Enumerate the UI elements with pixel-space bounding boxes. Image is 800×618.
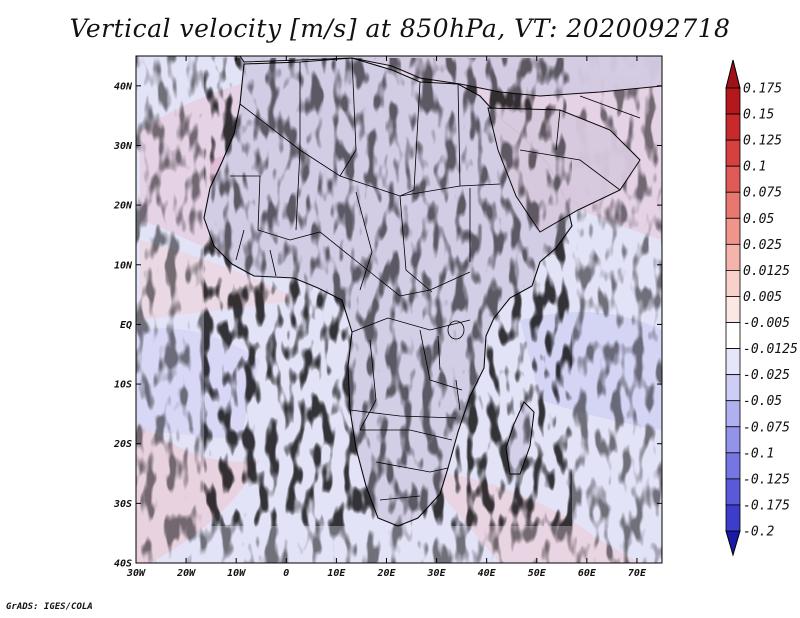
lon-tick-label: 60E bbox=[578, 568, 597, 579]
lon-tick-label: 10W bbox=[227, 568, 246, 579]
colorbar-label: -0.075 bbox=[743, 420, 790, 435]
lat-tick-label: 10N bbox=[114, 260, 133, 271]
plot-frame bbox=[135, 55, 663, 564]
lon-tick-label: 30E bbox=[427, 568, 447, 579]
colorbar-label: 0.175 bbox=[743, 82, 782, 97]
lon-tick-label: 20E bbox=[376, 568, 396, 579]
colorbar-label: 0.15 bbox=[743, 108, 774, 123]
colorbar-swatch bbox=[725, 348, 741, 376]
colorbar-top-arrow bbox=[725, 59, 741, 89]
colorbar-swatch bbox=[725, 243, 741, 271]
colorbar-swatch bbox=[725, 165, 741, 193]
colorbar-label: 0.0125 bbox=[743, 264, 790, 279]
lon-tick-label: 50E bbox=[528, 568, 547, 579]
colorbar-swatch bbox=[725, 322, 741, 349]
lon-tick-label: 70E bbox=[628, 568, 647, 579]
colorbar-label: 0.1 bbox=[743, 160, 766, 175]
colorbar-label: -0.125 bbox=[743, 472, 790, 487]
colorbar-swatch bbox=[725, 139, 741, 167]
lat-tick-label: 30N bbox=[113, 141, 133, 152]
colorbar-swatch bbox=[725, 270, 741, 297]
lat-tick-label: 30S bbox=[113, 499, 132, 510]
land-europe bbox=[239, 56, 662, 97]
colorbar: 0.175 0.15 0.125 0.1 0.075 0.05 0.025 0.0125 0.0… bbox=[725, 59, 798, 557]
lat-tick-label: 20S bbox=[113, 439, 132, 450]
colorbar-label: -0.2 bbox=[743, 525, 774, 540]
lat-tick-label: EQ bbox=[120, 320, 132, 331]
colorbar-swatch bbox=[725, 113, 741, 141]
colorbar-swatch bbox=[725, 426, 741, 454]
lon-tick-label: 10E bbox=[327, 568, 346, 579]
colorbar-swatch bbox=[725, 478, 741, 506]
country-borders bbox=[230, 57, 641, 501]
colorbar-swatch bbox=[725, 217, 741, 245]
lat-tick-label: 40N bbox=[114, 81, 133, 92]
lon-axis: 30W 20W 10W 0 10E 20E 30E 40E 50E 60E 70E bbox=[126, 56, 647, 579]
lon-tick-label: 30W bbox=[126, 568, 146, 579]
colorbar-swatch bbox=[725, 87, 741, 115]
colorbar-label: 0.075 bbox=[743, 186, 782, 201]
colorbar-label: -0.175 bbox=[743, 498, 790, 513]
colorbar-label: 0.005 bbox=[743, 290, 782, 305]
colorbar-swatch bbox=[725, 191, 741, 219]
lon-tick-label: 20W bbox=[176, 568, 196, 579]
credit-label: GrADS: IGES/COLA bbox=[6, 602, 93, 612]
colorbar-bottom-arrow bbox=[725, 530, 741, 557]
lakes bbox=[437, 320, 465, 411]
colorbar-label: -0.05 bbox=[743, 394, 782, 409]
colorbar-swatch bbox=[725, 504, 741, 532]
lon-tick-label: 40E bbox=[478, 568, 497, 579]
colorbar-swatch bbox=[725, 374, 741, 402]
colorbar-label: -0.005 bbox=[743, 316, 790, 331]
plot-area bbox=[136, 56, 662, 563]
colorbar-label: 0.05 bbox=[743, 212, 774, 227]
lat-tick-label: 40S bbox=[114, 559, 132, 570]
land-madagascar bbox=[505, 401, 535, 475]
velocity-field bbox=[136, 56, 662, 563]
map-title: Vertical velocity [m/s] at 850hPa, VT: 2… bbox=[69, 14, 731, 43]
lon-tick-label: 0 bbox=[283, 568, 289, 579]
lat-tick-label: 10S bbox=[114, 380, 132, 391]
colorbar-swatch bbox=[725, 452, 741, 480]
lat-tick-label: 20N bbox=[113, 201, 133, 212]
colorbar-label: 0.025 bbox=[743, 238, 782, 253]
colorbar-label: 0.125 bbox=[743, 134, 782, 149]
lat-axis: 40N 30N 20N 10N EQ 10S 20S 30S 40S bbox=[113, 81, 662, 570]
colorbar-swatch bbox=[725, 296, 741, 323]
colorbar-label: -0.0125 bbox=[743, 342, 798, 357]
colorbar-swatch bbox=[725, 400, 741, 428]
colorbar-label: -0.025 bbox=[743, 368, 790, 383]
colorbar-label: -0.1 bbox=[743, 446, 774, 461]
